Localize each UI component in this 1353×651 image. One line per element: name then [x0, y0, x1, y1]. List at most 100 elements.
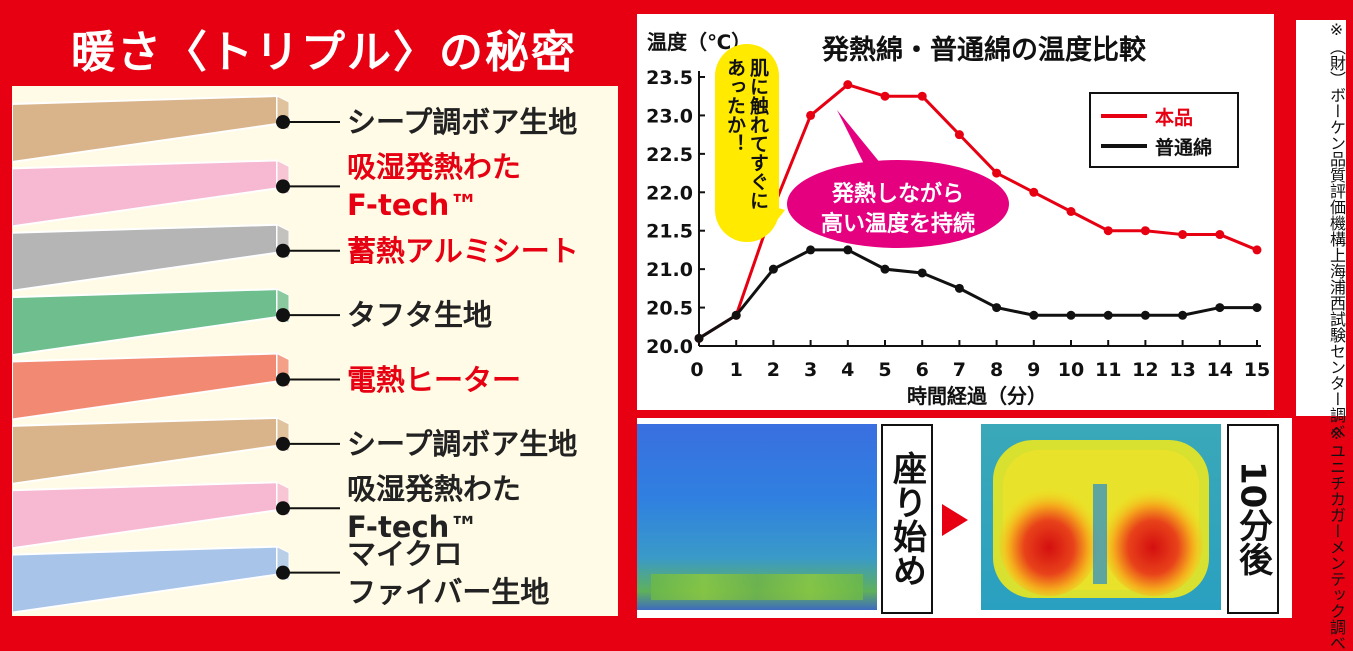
x-tick-label: 3: [804, 359, 817, 381]
data-point-product: [954, 130, 964, 140]
data-point-regular: [954, 283, 964, 293]
thermal-image-10min: [981, 424, 1221, 610]
x-tick-label: 7: [953, 359, 966, 381]
layer-slab: [12, 223, 278, 292]
layer-label-line: F-tech™: [347, 510, 479, 545]
thermal-start-warm-band: [651, 574, 863, 600]
y-tick-label: 21.5: [646, 221, 693, 243]
layer-slab: [12, 94, 278, 164]
y-tick-label: 23.0: [646, 105, 693, 127]
chart-title: 発熱綿・普通綿の温度比較: [822, 35, 1146, 66]
x-tick-label: 5: [878, 359, 891, 381]
data-point-regular: [1103, 310, 1113, 320]
legend: 本品 普通綿: [1089, 92, 1239, 168]
callout-pink-line-1: 発熱しながら: [831, 182, 964, 207]
infographic: 暖さ〈トリプル〉の秘密 シープ調ボア生地 吸湿発熱わた F-tech™ 蓄熱アルミシー…: [12, 8, 1346, 651]
layer-label: マイクロ ファイバー生地: [347, 535, 549, 611]
data-point-product: [917, 91, 927, 101]
data-point-product: [1252, 245, 1262, 255]
thermal-start-label-box: 座り始め: [881, 424, 933, 614]
callout-pink: 発熱しながら 高い温度を持続: [787, 160, 1009, 248]
x-tick-label: 13: [1169, 359, 1195, 381]
callout-pink-line-2: 高い温度を持続: [820, 212, 975, 237]
data-point-regular: [992, 303, 1002, 313]
arrow-right-icon: [942, 504, 968, 536]
layer-label-line: 蓄熱アルミシート: [347, 233, 579, 268]
layer-label-line: 吸湿発熱わた: [347, 472, 522, 507]
layer-diagram: シープ調ボア生地 吸湿発熱わた F-tech™ 蓄熱アルミシート タフタ生地 電熱ヒーター…: [12, 86, 618, 616]
data-point-regular: [694, 333, 704, 343]
x-tick-label: 1: [730, 359, 743, 381]
x-tick-label: 6: [916, 359, 929, 381]
layer-label-line: シープ調ボア生地: [347, 426, 578, 461]
y-tick-label: 20.0: [646, 336, 693, 358]
layer-label: シープ調ボア生地: [347, 425, 577, 463]
title-text: 暖さ〈トリプル〉の秘密: [26, 12, 622, 84]
data-point-regular: [917, 268, 927, 278]
data-point-regular: [1252, 303, 1262, 313]
data-point-regular: [843, 245, 853, 255]
layer-label-line: 吸湿発熱わた: [347, 150, 522, 185]
x-tick-label: 14: [1207, 359, 1233, 381]
y-tick-label: 22.0: [646, 182, 693, 204]
data-point-regular: [768, 264, 778, 274]
data-point-product: [1215, 230, 1225, 240]
data-point-product: [880, 91, 890, 101]
layer-slab: [12, 416, 278, 485]
data-point-product: [1178, 230, 1188, 240]
x-tick-label: 10: [1058, 359, 1084, 381]
y-tick-label: 21.0: [646, 259, 693, 281]
data-point-product: [992, 168, 1002, 178]
thermal-10min-label: 10分後: [1232, 461, 1273, 577]
series-line-product: [698, 83, 1258, 340]
legend-swatch-regular: [1101, 144, 1147, 148]
source-note: ※（財）ボーケン品質評価機構上海浦西試験センター調べ: [1296, 20, 1346, 439]
data-point-regular: [880, 264, 890, 274]
data-point-regular: [806, 245, 816, 255]
data-point-regular: [1178, 310, 1188, 320]
layer-slab: [12, 288, 278, 357]
thermal-heatmap: [981, 424, 1221, 610]
thermal-source-note: ※ユニチカガーメンテック調べ: [1327, 424, 1346, 651]
legend-item-regular: 普通綿: [1101, 132, 1212, 160]
layer-label: 吸湿発熱わた F-tech™: [347, 470, 521, 546]
thermal-10min-label-box: 10分後: [1227, 424, 1279, 614]
layer-label-line: マイクロ: [347, 536, 463, 571]
layer-label: 電熱ヒーター: [347, 361, 521, 399]
y-tick-label: 20.5: [646, 298, 693, 320]
x-tick-label: 11: [1095, 359, 1121, 381]
data-point-product: [1066, 207, 1076, 216]
data-point-product: [1029, 187, 1039, 197]
layer-label-line: タフタ生地: [347, 298, 493, 333]
x-tick-label: 8: [990, 359, 1003, 381]
y-tick-label: 22.5: [646, 144, 693, 166]
x-tick-label: 15: [1244, 359, 1270, 381]
x-tick-label: 12: [1132, 359, 1158, 381]
data-point-product: [843, 80, 853, 90]
legend-swatch-product: [1101, 114, 1147, 118]
data-point-regular: [1066, 310, 1076, 320]
thermal-start-label: 座り始め: [886, 451, 927, 587]
thermal-image-start: [637, 424, 877, 610]
data-point-product: [1103, 226, 1113, 236]
layer-slab: [12, 545, 278, 614]
temperature-chart: 20.020.521.021.522.022.523.023.50 1 2 3 4 5 6 7…: [646, 67, 1270, 381]
y-tick-label: 23.5: [646, 67, 693, 89]
x-tick-label: 0: [690, 359, 703, 381]
x-tick-label: 2: [767, 359, 780, 381]
layer-label-line: F-tech™: [347, 188, 479, 223]
x-tick-label: 4: [841, 359, 854, 381]
data-point-regular: [1140, 310, 1150, 320]
layer-label: シープ調ボア生地: [347, 103, 577, 141]
legend-item-product: 本品: [1101, 102, 1193, 130]
layer-label-line: ファイバー生地: [347, 574, 550, 609]
x-axis-label: 時間経過（分）: [907, 384, 1047, 408]
callout-yellow: 肌に触れてすぐにあったか！: [715, 44, 779, 242]
callout-yellow-text: 肌に触れてすぐにあったか！: [724, 58, 769, 210]
chart-panel: 20.0 20.5 21.0 21.5 22.0 22.5 23.0 23.5 0 1 2 3 4 5 6 7…: [637, 14, 1274, 410]
legend-label-product: 本品: [1155, 106, 1194, 129]
data-point-regular: [1029, 310, 1039, 320]
layer-slab: [12, 159, 278, 228]
data-point-product: [806, 110, 816, 120]
layer-label-line: シープ調ボア生地: [347, 105, 578, 139]
